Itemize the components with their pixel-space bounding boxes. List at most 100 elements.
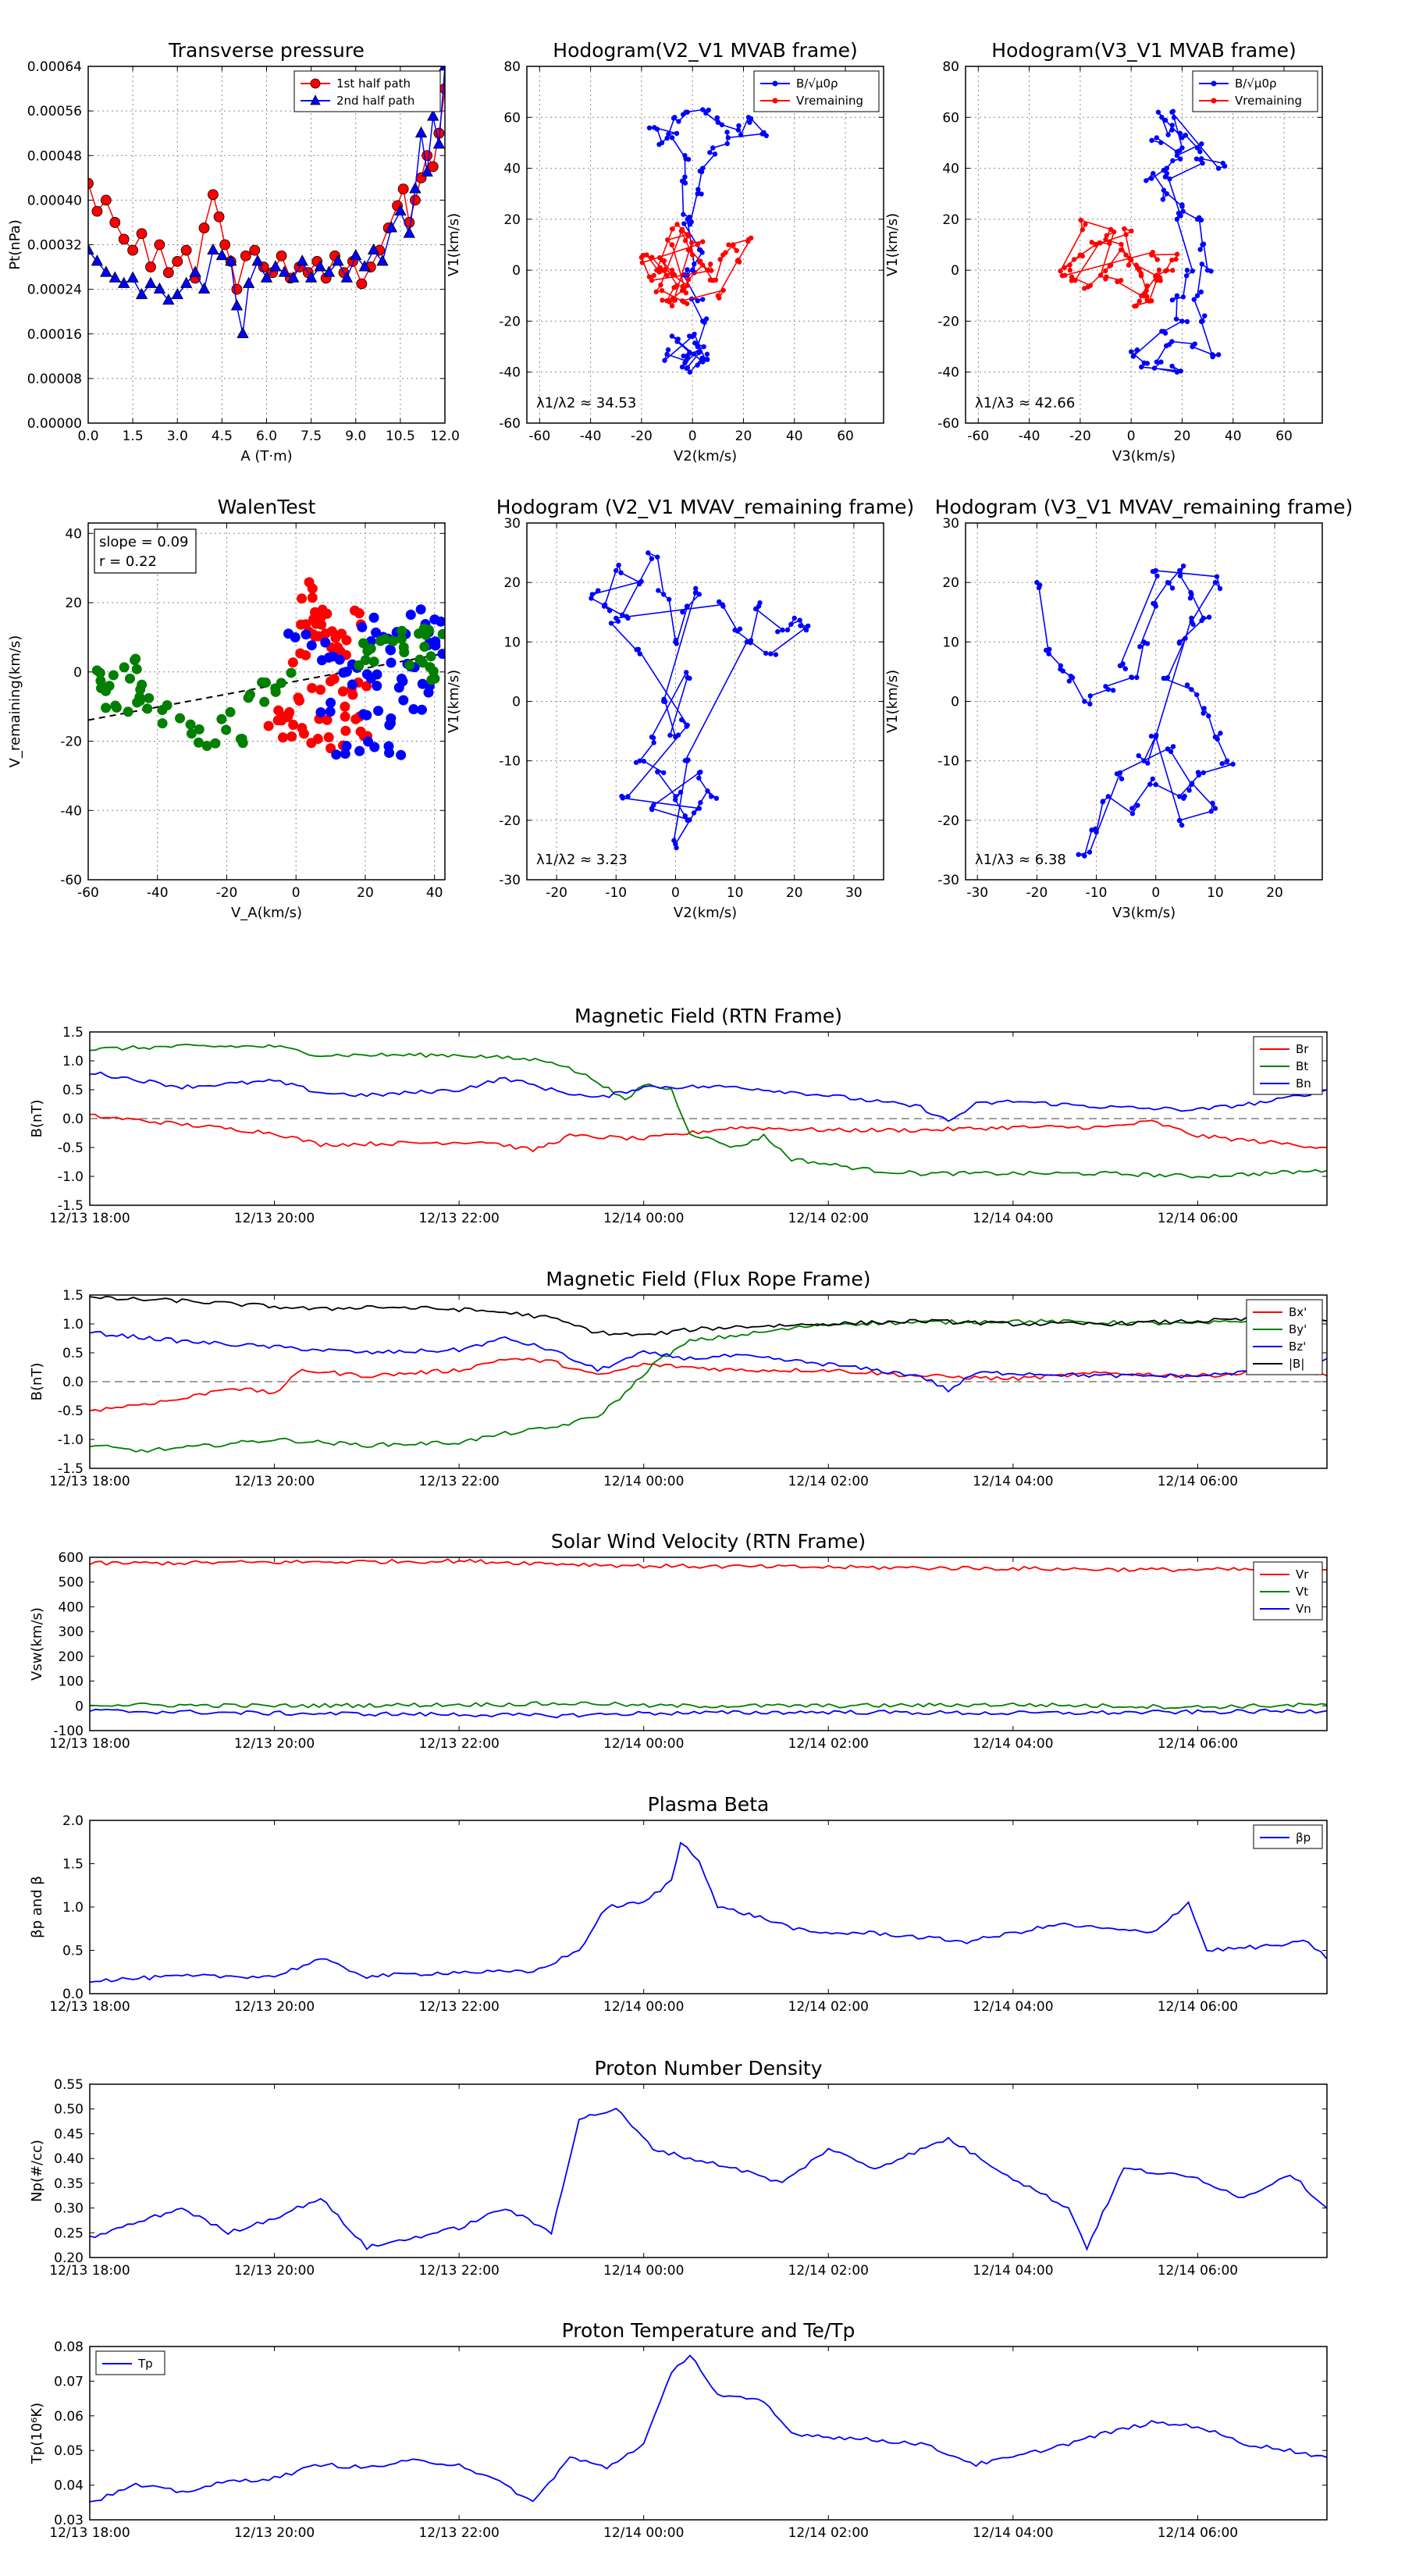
data-point [651, 740, 656, 745]
x-tick-label: 12/14 04:00 [973, 1211, 1053, 1226]
x-tick-label: -60 [77, 885, 99, 901]
series-line-Bx [90, 1357, 1327, 1412]
y-tick-label: 0.5 [62, 1346, 84, 1361]
data-point [430, 636, 441, 647]
data-point [683, 290, 689, 296]
chart-vsw: Solar Wind Velocity (RTN Frame) 12/13 18:… [29, 1530, 1328, 1752]
data-point [1080, 227, 1086, 233]
data-point [1135, 802, 1140, 808]
data-point [703, 316, 710, 322]
data-point [736, 123, 742, 129]
legend: βp [1253, 1824, 1323, 1849]
data-point [1164, 165, 1169, 171]
data-point [682, 758, 688, 763]
data-point [699, 169, 705, 175]
data-point [726, 242, 731, 247]
x-tick-label: 12/13 20:00 [234, 2263, 315, 2279]
data-point [1161, 675, 1166, 681]
plot-border [89, 1557, 1328, 1731]
data-point [1067, 262, 1072, 268]
data-point [625, 794, 631, 799]
data-point [286, 731, 297, 742]
data-point [175, 713, 186, 724]
x-tick-label: -20 [631, 429, 653, 444]
data-point [94, 667, 105, 678]
data-point [425, 651, 436, 662]
data-point [360, 654, 371, 665]
data-point [137, 679, 148, 690]
data-point [1154, 257, 1160, 262]
data-point [650, 735, 656, 741]
data-point [136, 228, 148, 240]
y-tick-label: 0.0 [62, 1112, 84, 1127]
data-point [1082, 853, 1087, 859]
data-point [361, 681, 372, 692]
data-point [674, 641, 679, 646]
data-point [330, 632, 341, 643]
data-point [119, 662, 130, 673]
chart-hodo2: Hodogram(V3_V1 MVAB frame) -60 -40 -20 0 20 40… [884, 39, 1323, 464]
data-point [376, 254, 389, 266]
data-point [712, 151, 718, 157]
data-point [1110, 688, 1116, 693]
data-point [745, 238, 751, 244]
chart-title: WalenTest [218, 496, 316, 518]
data-point [1154, 359, 1160, 365]
data-point [620, 795, 626, 801]
data-point [780, 627, 785, 633]
data-point [752, 606, 759, 612]
x-tick-label: 0.0 [77, 429, 98, 444]
correlation-label: r = 0.22 [99, 553, 157, 570]
data-point [701, 343, 706, 350]
data-point [671, 285, 677, 290]
data-point [1151, 170, 1156, 176]
data-point [298, 728, 309, 739]
x-tick-label: -40 [147, 885, 169, 901]
data-point [1120, 661, 1126, 667]
data-point [1197, 215, 1202, 221]
data-point [363, 736, 374, 747]
data-point [1136, 298, 1143, 304]
data-point [350, 713, 361, 724]
legend-label: Br [1296, 1042, 1309, 1056]
data-point [210, 738, 221, 749]
y-tick-label: 1.0 [62, 1054, 84, 1069]
data-point [1107, 240, 1112, 247]
x-tick-label: -10 [605, 885, 627, 901]
y-tick-label: -30 [499, 873, 521, 888]
y-tick-label: 20 [942, 212, 959, 228]
data-point [1129, 228, 1134, 234]
data-point [1215, 352, 1222, 358]
x-tick-label: 12/14 04:00 [973, 1999, 1053, 2015]
x-tick-label: 12/13 22:00 [418, 1736, 499, 1752]
data-point [1104, 274, 1109, 279]
data-point [1186, 788, 1192, 793]
y-tick-label: 0.00048 [27, 148, 82, 164]
chart-tp: Transverse pressure 0.0 1.5 3.0 4.5 6.0 7.5 9.0… [7, 39, 460, 464]
x-tick-label: 20 [1174, 429, 1191, 444]
plot-area [638, 107, 769, 375]
data-point [1184, 267, 1190, 273]
data-point [708, 262, 713, 267]
data-point [685, 267, 690, 272]
data-point [720, 602, 725, 607]
data-point [1149, 176, 1154, 181]
data-point [1215, 736, 1220, 742]
x-tick-label: 12/14 04:00 [973, 2525, 1053, 2541]
data-point [649, 278, 655, 283]
legend-marker [310, 78, 321, 89]
data-point [693, 585, 699, 592]
x-tick-label: 12/13 20:00 [234, 2525, 315, 2541]
x-tick-label: 12/14 06:00 [1158, 2525, 1238, 2541]
x-tick-label: 12/14 04:00 [973, 2263, 1053, 2279]
x-tick-label: 12/14 06:00 [1158, 2263, 1238, 2279]
data-point [368, 612, 379, 623]
x-tick-label: 0 [688, 429, 697, 444]
legend-label: Bn [1296, 1076, 1311, 1091]
data-point [197, 282, 211, 294]
y-tick-label: 0.40 [54, 2151, 84, 2167]
legend-label: |B| [1289, 1357, 1304, 1371]
x-tick-label: 10.5 [386, 429, 415, 444]
data-point [1169, 363, 1175, 369]
data-point [304, 577, 315, 588]
